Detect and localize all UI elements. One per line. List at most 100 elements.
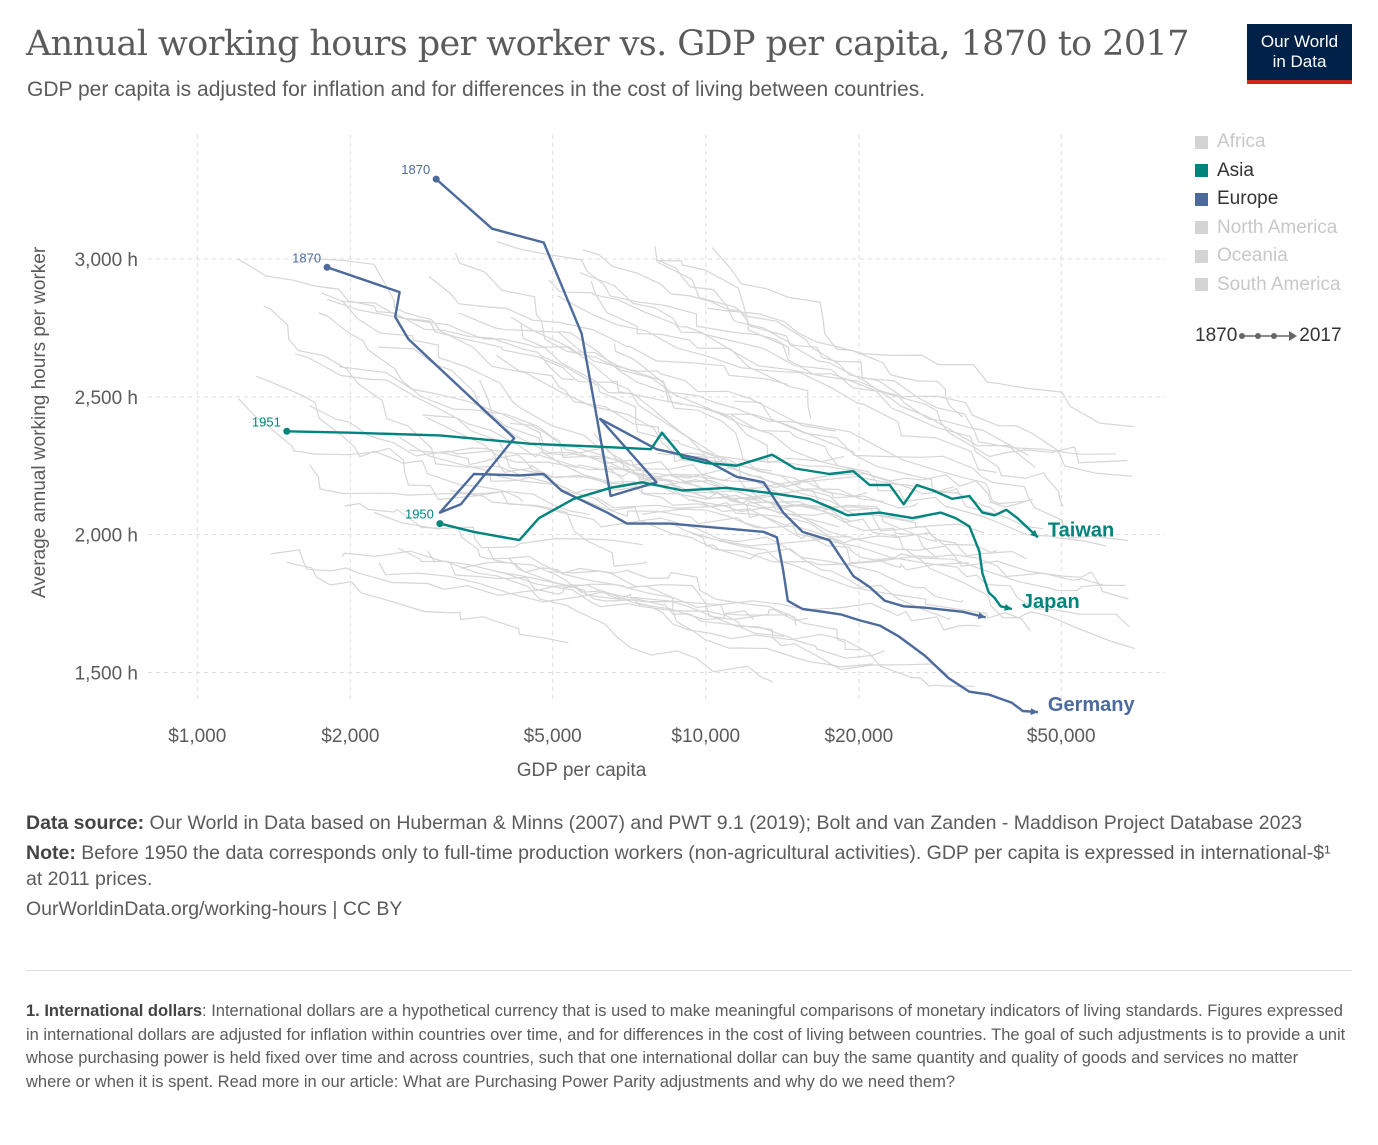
series-line: [435, 178, 986, 619]
series-start-point: [436, 520, 444, 528]
legend-item-europe[interactable]: Europe: [1195, 185, 1341, 214]
legend-swatch: [1195, 135, 1208, 149]
x-tick-label: $1,000: [168, 726, 226, 747]
background-series-line: [238, 398, 591, 516]
series-start-label: 1950: [405, 507, 434, 522]
background-series-line: [341, 550, 784, 637]
background-series-line: [557, 295, 997, 473]
series-end-arrow: [1004, 603, 1012, 611]
background-series-line: [735, 499, 1130, 628]
background-series-line: [399, 436, 985, 534]
x-tick-label: $20,000: [825, 726, 894, 747]
background-series-line: [263, 305, 526, 478]
note-text: Before 1950 the data corresponds only to…: [26, 842, 1331, 890]
background-series-line: [255, 375, 523, 503]
chart-subtitle: GDP per capita is adjusted for inflation…: [27, 78, 926, 101]
legend-label: Oceania: [1217, 245, 1288, 267]
background-series-line: [341, 300, 770, 490]
background-series-line: [671, 522, 951, 620]
background-series-line: [344, 502, 643, 549]
data-source-label: Data source:: [26, 812, 145, 834]
background-series-line: [460, 561, 975, 687]
background-series-line: [427, 550, 774, 683]
background-series-line: [707, 307, 1134, 428]
background-series-line: [508, 557, 862, 651]
legend: Africa Asia Europe North America Oceania…: [1195, 128, 1341, 299]
legend-swatch: [1195, 278, 1208, 292]
background-series-line: [321, 292, 780, 465]
timeline-arrow-icon: [1239, 331, 1298, 341]
footnote-label: 1. International dollars: [26, 1002, 203, 1020]
background-series-line: [327, 298, 682, 405]
legend-item-oceania[interactable]: Oceania: [1195, 242, 1341, 271]
series-end-label: Germany: [1048, 694, 1136, 716]
background-series-line: [307, 257, 869, 489]
background-series-line: [692, 498, 1126, 592]
y-tick-label: 2,000 h: [75, 526, 138, 547]
source-url-link[interactable]: OurWorldinData.org/working-hours | CC BY: [26, 898, 403, 920]
legend-swatch: [1195, 249, 1208, 263]
series-start-point: [432, 175, 440, 183]
series-end-arrow: [1030, 708, 1038, 716]
background-series-line: [705, 408, 1033, 508]
x-tick-label: $5,000: [524, 726, 582, 747]
x-axis-title: GDP per capita: [517, 760, 647, 781]
y-tick-label: 3,000 h: [75, 250, 138, 271]
background-series-line: [734, 400, 1128, 542]
background-series-line: [688, 531, 1031, 631]
series-line: [286, 430, 1039, 539]
data-source: Data source: Our World in Data based on …: [26, 810, 1346, 836]
background-country-lines: [237, 240, 1136, 687]
background-series-line: [458, 312, 836, 432]
series-start-label: 1870: [401, 162, 430, 177]
owid-logo[interactable]: Our World in Data: [1247, 24, 1352, 84]
legend-label: North America: [1217, 216, 1338, 238]
background-series-line: [397, 547, 886, 659]
series-line: [439, 481, 1013, 611]
background-series-line: [509, 422, 938, 542]
background-series-line: [548, 279, 1029, 456]
series-germany: 1870 Germany: [292, 250, 1135, 716]
background-series-line: [579, 272, 1128, 464]
background-series-line: [681, 479, 1136, 650]
background-series-line: [593, 432, 1105, 587]
legend-item-asia[interactable]: Asia: [1195, 157, 1341, 186]
series-taiwan: 1951 Taiwan: [252, 414, 1114, 541]
series-start-label: 1870: [292, 250, 321, 265]
background-series-line: [295, 353, 829, 516]
background-series-line: [373, 511, 797, 626]
background-series-line: [711, 247, 964, 418]
series-start-point: [323, 263, 331, 271]
background-series-line: [496, 475, 970, 571]
x-tick-label: $50,000: [1027, 726, 1096, 747]
background-series-line: [641, 508, 998, 554]
legend-item-africa[interactable]: Africa: [1195, 128, 1341, 157]
background-series-line: [378, 562, 949, 676]
data-source-text: Our World in Data based on Huberman & Mi…: [149, 812, 1303, 834]
background-series-line: [270, 549, 755, 621]
background-series-line: [656, 261, 1133, 477]
legend-label: Asia: [1217, 159, 1254, 181]
background-series-line: [538, 354, 927, 522]
legend-item-north-america[interactable]: North America: [1195, 214, 1341, 243]
x-tick-label: $2,000: [321, 726, 379, 747]
series-end-arrow: [1030, 529, 1038, 538]
series-other-europe: 1870: [401, 162, 986, 620]
footer: Data source: Our World in Data based on …: [26, 810, 1346, 926]
legend-item-south-america[interactable]: South America: [1195, 271, 1341, 300]
background-series-line: [590, 280, 812, 420]
background-series-line: [510, 316, 850, 513]
series-end-label: Taiwan: [1048, 519, 1114, 541]
background-series-line: [454, 252, 845, 463]
background-series-line: [422, 414, 840, 528]
background-series-line: [486, 546, 808, 622]
background-series-line: [495, 570, 873, 668]
background-series-line: [613, 343, 998, 514]
logo-line-2: in Data: [1272, 52, 1327, 71]
legend-swatch: [1195, 192, 1208, 206]
background-series-line: [719, 537, 1129, 600]
footer-divider: [26, 970, 1352, 971]
series-japan: 1950 Japan: [405, 481, 1080, 613]
series-end-label: Japan: [1022, 591, 1080, 613]
footnote: 1. International dollars: International …: [26, 1000, 1346, 1094]
